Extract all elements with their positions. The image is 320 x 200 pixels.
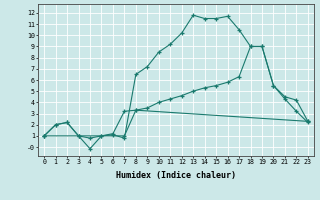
X-axis label: Humidex (Indice chaleur): Humidex (Indice chaleur) bbox=[116, 171, 236, 180]
